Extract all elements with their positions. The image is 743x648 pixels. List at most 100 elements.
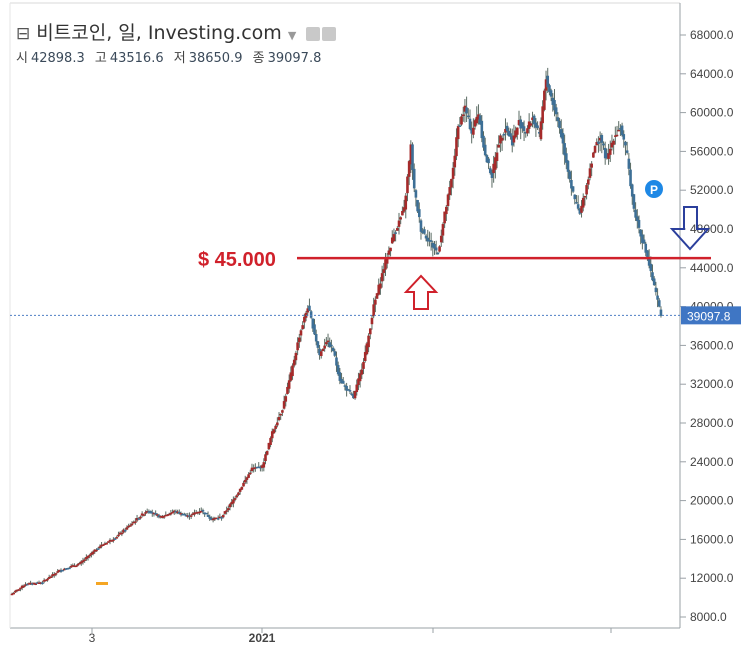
candle-body bbox=[161, 515, 164, 518]
candle-body bbox=[303, 316, 306, 323]
candle-body bbox=[208, 516, 212, 519]
candle-body bbox=[348, 390, 352, 392]
candle-body bbox=[649, 263, 653, 272]
candle-body bbox=[265, 451, 269, 455]
candle-body bbox=[215, 517, 218, 520]
candle-body bbox=[157, 515, 161, 518]
candle-body bbox=[382, 269, 386, 273]
candle-body bbox=[341, 380, 345, 384]
collapse-icon[interactable]: ⊟ bbox=[16, 24, 31, 44]
candle-body bbox=[152, 512, 156, 515]
candle-body bbox=[401, 210, 404, 216]
candle-body bbox=[56, 571, 59, 573]
candle-body bbox=[325, 342, 328, 345]
candle-body bbox=[162, 516, 166, 518]
candle-body bbox=[34, 583, 37, 585]
gear-icon[interactable] bbox=[322, 26, 337, 41]
candle-body bbox=[592, 152, 595, 158]
candle-body bbox=[196, 511, 200, 514]
candle-body bbox=[578, 208, 582, 214]
candle-body bbox=[585, 185, 588, 195]
candle-body bbox=[272, 429, 276, 434]
candle-body bbox=[58, 569, 61, 573]
candle-body bbox=[15, 589, 19, 592]
candle-body bbox=[105, 543, 108, 545]
candle-body bbox=[181, 513, 184, 516]
candle-body bbox=[477, 114, 480, 120]
candle-body bbox=[468, 118, 472, 130]
candle-body bbox=[608, 148, 612, 155]
candle-body bbox=[292, 359, 296, 366]
candle-body bbox=[22, 585, 26, 588]
y-tick-label: 20000.0 bbox=[690, 494, 734, 508]
candle-body bbox=[211, 518, 215, 521]
chevron-down-icon[interactable]: ▼ bbox=[287, 29, 297, 42]
gear-icon[interactable] bbox=[306, 26, 321, 41]
candle-body bbox=[68, 567, 71, 570]
low-label: 저 bbox=[173, 51, 186, 66]
candle-body bbox=[221, 515, 225, 518]
candle-body bbox=[103, 543, 107, 545]
candle-body bbox=[352, 394, 355, 399]
candle-body bbox=[137, 518, 141, 520]
candle-body bbox=[51, 574, 54, 577]
candle-body bbox=[176, 511, 179, 514]
y-tick-label: 16000.0 bbox=[690, 532, 734, 546]
candle-body bbox=[512, 135, 516, 143]
candle-body bbox=[416, 199, 419, 212]
candle-body bbox=[505, 125, 509, 132]
candle-body bbox=[367, 335, 370, 348]
candle-body bbox=[370, 317, 374, 325]
candle-body bbox=[426, 237, 430, 242]
candle-body bbox=[478, 115, 482, 125]
candle-body bbox=[357, 378, 360, 386]
candle-body bbox=[445, 206, 448, 215]
candle-body bbox=[570, 179, 573, 189]
candle-body bbox=[510, 136, 514, 146]
candle-body bbox=[69, 566, 73, 568]
support-level-label: $ 45.000 bbox=[198, 249, 276, 271]
y-tick-label: 28000.0 bbox=[690, 416, 734, 430]
chart-header: ⊟ 비트코인, 일, Investing.com ▼ bbox=[16, 18, 337, 45]
candle-body bbox=[213, 517, 217, 520]
candle-body bbox=[198, 511, 201, 514]
candle-body bbox=[455, 137, 458, 157]
candle-body bbox=[576, 204, 580, 209]
candle-body bbox=[406, 176, 409, 194]
candle-body bbox=[603, 147, 607, 159]
candle-body bbox=[326, 340, 330, 343]
candle-body bbox=[514, 130, 517, 138]
candle-body bbox=[44, 579, 48, 582]
candle-body bbox=[39, 582, 43, 584]
candle-body bbox=[232, 499, 235, 504]
candle-body bbox=[543, 90, 546, 110]
candle-body bbox=[375, 293, 379, 299]
candle-body bbox=[475, 116, 479, 124]
candle-body bbox=[522, 126, 526, 132]
candle-body bbox=[252, 467, 255, 470]
candle-body bbox=[387, 250, 391, 255]
candle-body bbox=[548, 85, 551, 92]
candle-body bbox=[210, 518, 213, 520]
candle-body bbox=[71, 565, 75, 567]
candle-body bbox=[132, 521, 135, 524]
candle-body bbox=[100, 544, 103, 547]
candle-body bbox=[516, 127, 519, 135]
candle-body bbox=[47, 577, 51, 579]
candle-body bbox=[480, 120, 484, 139]
candle-body bbox=[91, 551, 95, 555]
candle-body bbox=[248, 472, 252, 475]
candle-body bbox=[625, 150, 629, 153]
low-value: 38650.9 bbox=[188, 51, 243, 66]
candle-body bbox=[123, 529, 127, 532]
candle-body bbox=[544, 79, 548, 91]
candle-body bbox=[122, 529, 125, 533]
candle-body bbox=[27, 583, 31, 585]
y-tick-label: 24000.0 bbox=[690, 455, 734, 469]
dividend-marker bbox=[96, 582, 108, 585]
candle-body bbox=[205, 512, 208, 515]
candle-body bbox=[554, 107, 558, 115]
candle-body bbox=[206, 515, 210, 517]
candle-body bbox=[194, 512, 198, 514]
